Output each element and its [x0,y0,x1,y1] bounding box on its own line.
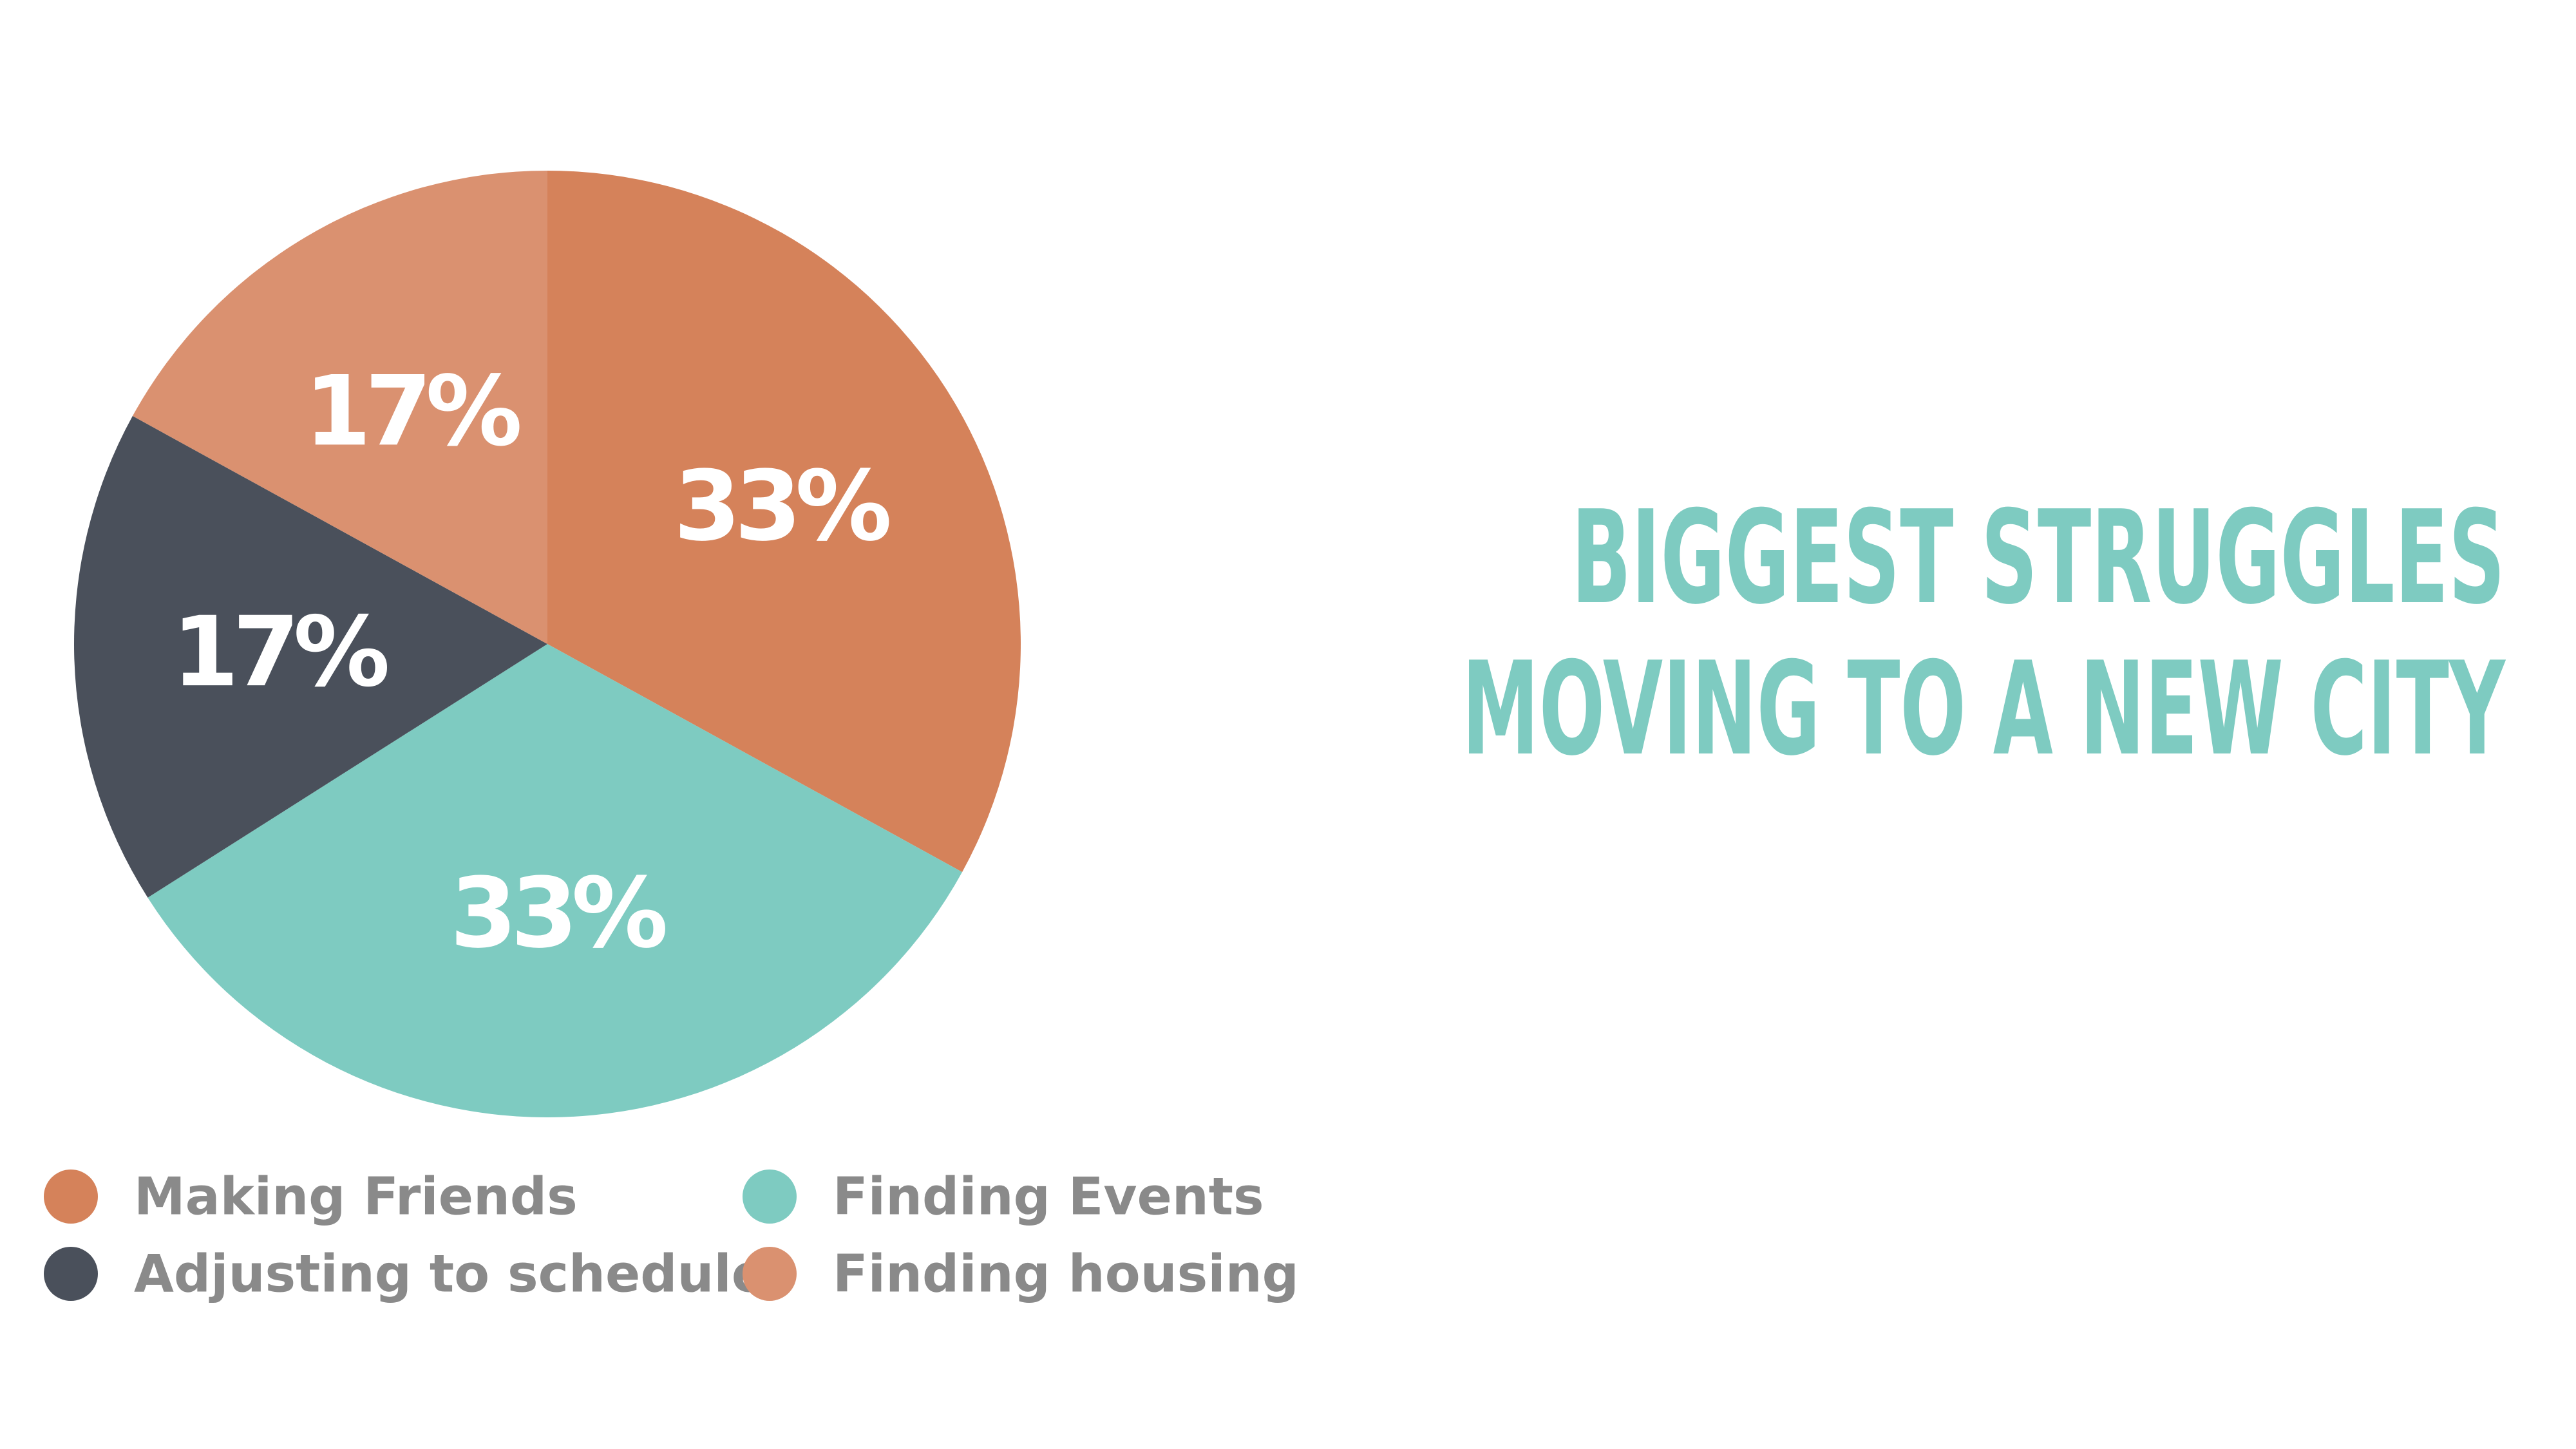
title-line-1: BIGGEST STRUGGLES [1571,483,2505,633]
legend-label: Adjusting to schedule [134,1244,766,1304]
pie-slice-making-friends [547,171,1021,873]
chart-title: BIGGEST STRUGGLES MOVING TO A NEW CITY [1462,483,2506,784]
pie-slice-finding-housing [132,171,547,644]
slice-value-label: 33% [674,451,889,563]
slice-value-label: 17% [172,596,388,708]
title-line-2: MOVING TO A NEW CITY [1462,634,2506,784]
slice-value-label: 33% [450,858,666,970]
pie-slice-finding-events [147,644,963,1118]
legend-swatch [743,1170,797,1224]
legend-label: Finding housing [833,1244,1299,1304]
pie-slices [73,171,1021,1118]
legend-label: Finding Events [833,1167,1264,1227]
slice-value-label: 17% [304,355,520,468]
pie-slice-labels: 33% 33% 17% 17% [172,355,896,970]
legend-swatch [44,1247,98,1301]
legend-swatch [743,1247,797,1301]
pie-slice-adjusting-to-schedule [73,415,547,898]
legend-swatch [44,1170,98,1224]
legend: Making Friends Finding Events Adjusting to… [44,1167,1299,1304]
legend-label: Making Friends [134,1167,578,1227]
